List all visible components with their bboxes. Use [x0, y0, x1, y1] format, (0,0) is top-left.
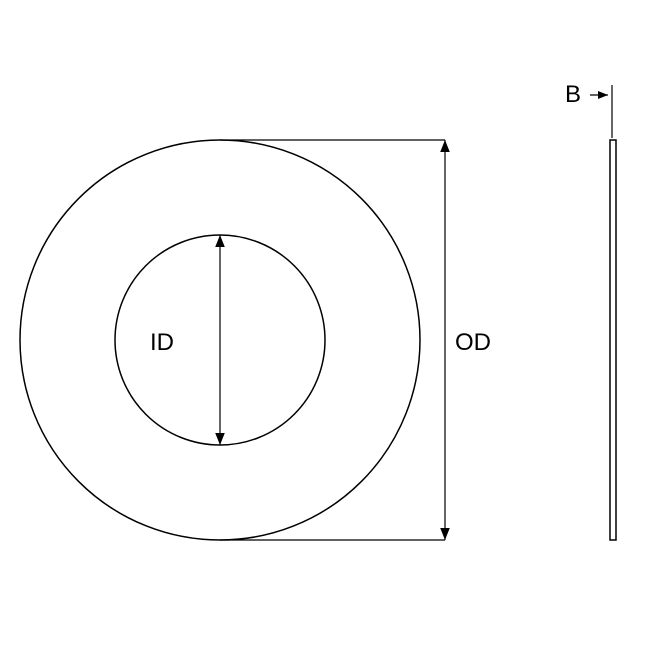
- od-arrowhead-bottom: [440, 528, 450, 540]
- washer-technical-drawing: OD ID B: [0, 0, 670, 670]
- od-dimension: OD: [220, 140, 491, 540]
- id-label: ID: [150, 329, 174, 356]
- b-label: B: [565, 81, 581, 108]
- id-arrowhead-top: [215, 235, 225, 247]
- washer-side-profile: [610, 140, 616, 540]
- b-dimension: B: [565, 81, 612, 138]
- id-dimension: ID: [150, 235, 225, 445]
- side-view: [610, 140, 616, 540]
- od-arrowhead-top: [440, 140, 450, 152]
- od-label: OD: [455, 329, 491, 356]
- id-arrowhead-bottom: [215, 433, 225, 445]
- b-arrowhead: [598, 91, 608, 99]
